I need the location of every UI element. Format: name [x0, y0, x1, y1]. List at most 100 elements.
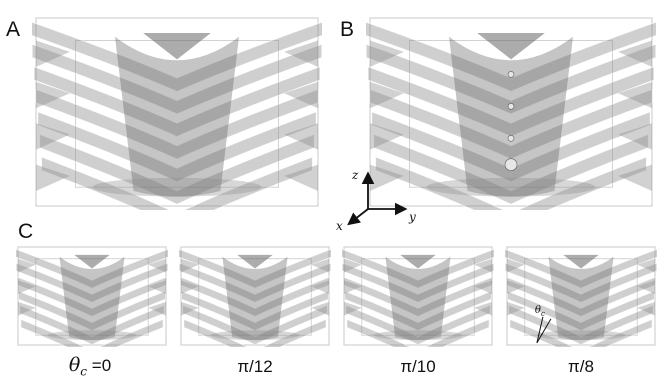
- base-disk: [426, 177, 596, 197]
- edge-sheet-left: [344, 258, 362, 273]
- volume-rendering-c2: [179, 246, 331, 347]
- edge-sheet-right: [148, 301, 166, 316]
- theta-symbol: θ: [68, 354, 81, 376]
- volume-rendering-c4: θc: [505, 246, 657, 347]
- helix-sheet: [369, 88, 653, 160]
- helix-sheet: [342, 248, 494, 289]
- volume-box: [369, 17, 653, 207]
- helix-sheet: [508, 304, 654, 346]
- helix-sheet: [181, 290, 329, 331]
- edge-sheet-right: [637, 280, 655, 295]
- edge-sheet-left: [18, 301, 36, 316]
- axial-bead: [504, 158, 518, 171]
- y-axis-label: y: [409, 210, 416, 224]
- helix-sheet: [180, 276, 330, 317]
- edge-sheet-left: [181, 280, 199, 295]
- base-disk: [47, 330, 137, 341]
- helix-sheet: [32, 43, 322, 115]
- helix-sheet: [509, 318, 653, 347]
- helix-sheet: [183, 318, 327, 347]
- axial-bead: [507, 103, 515, 110]
- edge-sheet-left: [344, 280, 362, 295]
- panel-label-b: B: [340, 18, 355, 41]
- edge-sheet-left: [181, 258, 199, 273]
- edge-sheet-right: [311, 301, 329, 316]
- central-core: [385, 256, 451, 341]
- central-core: [114, 36, 240, 197]
- edge-sheet-left: [370, 40, 404, 67]
- volume-rendering-c1: [16, 246, 168, 347]
- edge-sheet-right: [148, 258, 166, 273]
- volume-rendering-c3: [342, 246, 494, 347]
- edge-sheet-right: [618, 81, 652, 109]
- edge-sheet-right: [311, 280, 329, 295]
- helix-sheet: [35, 88, 319, 160]
- caption-value-2: π/10: [400, 357, 436, 376]
- edge-sheet-left: [344, 301, 362, 316]
- angle-label: θc: [535, 305, 545, 318]
- edge-sheet-left: [36, 81, 70, 109]
- helix-sheet: [505, 262, 657, 303]
- edge-sheet-right: [284, 40, 318, 67]
- edge-sheet-left: [18, 258, 36, 273]
- caption-value-3: π/8: [568, 357, 594, 376]
- edge-sheet-right: [474, 301, 492, 316]
- top-funnel: [477, 33, 545, 60]
- volume-rendering-a: [32, 17, 322, 210]
- axial-bead: [507, 71, 515, 78]
- edge-sheet-right: [637, 258, 655, 273]
- base-disk: [373, 330, 463, 341]
- theta-first-value: =0: [91, 356, 112, 375]
- helix-sheet: [507, 290, 655, 331]
- helix-sheet: [342, 262, 494, 303]
- helix-sheet: [18, 290, 166, 331]
- top-funnel: [74, 254, 110, 269]
- helix-sheet: [343, 276, 493, 317]
- central-core: [448, 36, 574, 197]
- helix-sheet: [373, 133, 649, 205]
- helix-sheet: [366, 21, 656, 92]
- edge-sheet-left: [36, 40, 70, 67]
- edge-sheet-right: [284, 81, 318, 109]
- edge-sheet-left: [507, 280, 525, 295]
- helix-sheet: [345, 304, 491, 346]
- theta-subscript: c: [80, 364, 88, 378]
- helix-sheet: [20, 318, 164, 347]
- edge-sheet-left: [370, 164, 404, 191]
- base-disk: [536, 330, 626, 341]
- central-core: [59, 256, 125, 341]
- edge-sheet-right: [311, 258, 329, 273]
- base-disk: [92, 177, 262, 197]
- edge-sheet-left: [370, 123, 404, 150]
- angle-line: [536, 316, 544, 344]
- coordinate-axes: [347, 171, 408, 226]
- edge-sheet-right: [284, 164, 318, 191]
- edge-sheet-right: [148, 280, 166, 295]
- z-axis-label: z: [352, 168, 359, 182]
- helix-sheet: [371, 111, 651, 182]
- volume-box: [35, 17, 319, 207]
- helix-sheet: [33, 66, 321, 137]
- helix-sheet: [366, 43, 656, 115]
- top-funnel: [563, 254, 599, 269]
- top-funnel: [400, 254, 436, 269]
- helix-sheet: [41, 156, 313, 210]
- axial-bead: [507, 135, 515, 142]
- helix-sheet: [16, 248, 168, 289]
- caption-theta-zero: θc =0: [30, 354, 150, 378]
- helix-sheet: [344, 290, 492, 331]
- central-core: [222, 256, 288, 341]
- edge-sheet-left: [181, 301, 199, 316]
- helix-sheet: [182, 304, 328, 346]
- edge-sheet-right: [284, 123, 318, 150]
- central-core: [548, 256, 614, 341]
- edge-sheet-right: [637, 301, 655, 316]
- helix-sheet: [17, 276, 167, 317]
- volume-rendering-b: [366, 17, 656, 210]
- helix-sheet: [19, 304, 165, 346]
- edge-sheet-right: [618, 40, 652, 67]
- edge-sheet-left: [18, 280, 36, 295]
- helix-sheet: [505, 248, 657, 289]
- helix-sheet: [39, 133, 315, 205]
- edge-sheet-left: [507, 258, 525, 273]
